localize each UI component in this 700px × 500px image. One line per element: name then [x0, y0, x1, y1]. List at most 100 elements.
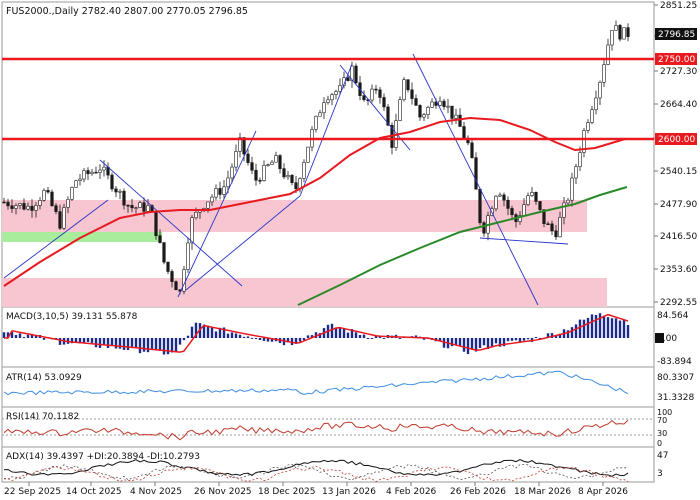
candle [38, 197, 42, 210]
candle [590, 105, 594, 125]
candle [566, 197, 570, 206]
macd-bar [150, 338, 154, 350]
candle [498, 192, 502, 197]
candle [218, 181, 222, 200]
macd-bar [250, 337, 254, 339]
macd-bar [618, 320, 622, 338]
macd-bar [450, 338, 454, 347]
macd-bar [370, 338, 374, 339]
macd-bar [294, 338, 298, 344]
trend-line[interactable] [177, 130, 257, 298]
rsi-tick: 0 [657, 439, 662, 448]
candle [350, 61, 354, 88]
macd-bar [318, 333, 322, 338]
candle [182, 265, 186, 295]
candle [222, 180, 226, 200]
trend-lines [3, 53, 569, 306]
candle [462, 121, 466, 139]
candle [106, 162, 110, 180]
atr-tick: 80.3307 [657, 373, 694, 383]
candle [258, 177, 262, 185]
candle [546, 221, 550, 226]
candle [54, 203, 58, 215]
time-tick-label: 13 Jan 2026 [322, 487, 376, 497]
svg-text:2750.00: 2750.00 [658, 55, 695, 65]
macd-bar [550, 333, 554, 338]
candle [162, 242, 166, 265]
macd-bar [338, 328, 342, 338]
rsi-tick: 30 [657, 429, 667, 438]
candle [170, 269, 174, 288]
candle [14, 203, 18, 215]
macd-bar [30, 334, 34, 338]
macd-title: MACD(3,10,5) 39.131 55.878 [6, 312, 138, 322]
svg-text:2600.00: 2600.00 [658, 135, 695, 145]
candle [270, 159, 274, 166]
price-tick-label: 2540.15 [660, 167, 697, 177]
candle [430, 98, 434, 109]
macd-bar [342, 328, 346, 338]
candle [470, 138, 474, 159]
macd-bar [74, 338, 78, 343]
time-tick-label: 18 Dec 2025 [258, 487, 316, 497]
macd-bar [230, 332, 234, 338]
macd-bar [466, 338, 470, 355]
candle [482, 220, 486, 237]
level-tag-2750: 2750.00 [655, 53, 697, 65]
macd-bar [574, 324, 578, 338]
candle [602, 59, 606, 88]
macd-bar [502, 338, 506, 347]
candle [138, 200, 142, 208]
rsi-line [3, 419, 629, 441]
trend-line[interactable] [3, 199, 109, 279]
macd-bar [18, 333, 22, 338]
macd-bar [478, 338, 482, 349]
candle [426, 105, 430, 120]
candle [458, 108, 462, 127]
candle [42, 188, 46, 202]
price-tick-label: 2416.50 [660, 232, 697, 242]
candle [558, 211, 562, 238]
minus-di-line [3, 465, 629, 483]
trend-line[interactable] [299, 63, 353, 197]
adx-line [3, 459, 629, 477]
rsi-tick: 70 [657, 416, 667, 425]
candle [618, 24, 622, 42]
macd-bar [194, 322, 198, 338]
trend-line[interactable] [479, 237, 569, 245]
candle [478, 188, 482, 226]
candle [506, 196, 510, 216]
trend-line[interactable] [99, 159, 243, 287]
candle [502, 192, 506, 207]
candle [338, 78, 342, 95]
candle [626, 23, 630, 42]
macd-bar [362, 334, 366, 338]
candle [418, 104, 422, 121]
candle [438, 96, 442, 107]
macd-bar [382, 338, 386, 339]
candle [278, 154, 282, 174]
trend-line[interactable] [339, 64, 411, 151]
candle [346, 76, 350, 82]
macd-bar [110, 338, 114, 346]
candle [314, 115, 318, 133]
adx-tick: 3 [657, 469, 663, 479]
candle [622, 27, 626, 40]
candle [58, 204, 62, 231]
candle [46, 187, 50, 194]
candle [262, 160, 266, 182]
time-axis: 22 Sep 2025 14 Oct 2025 4 Nov 2025 26 Nov 2… [4, 482, 628, 497]
macd-bar [154, 338, 158, 350]
candle [86, 167, 90, 181]
macd-bar [214, 331, 218, 338]
level-tag-2600: 2600.00 [655, 133, 697, 145]
rsi-title: RSI(14) 70.1182 [6, 412, 79, 422]
macd-bar [366, 338, 370, 339]
candle [550, 220, 554, 235]
candle [186, 237, 190, 273]
candle [446, 98, 450, 114]
trend-line[interactable] [412, 53, 539, 306]
trend-line[interactable] [185, 195, 301, 291]
candle [450, 105, 454, 125]
